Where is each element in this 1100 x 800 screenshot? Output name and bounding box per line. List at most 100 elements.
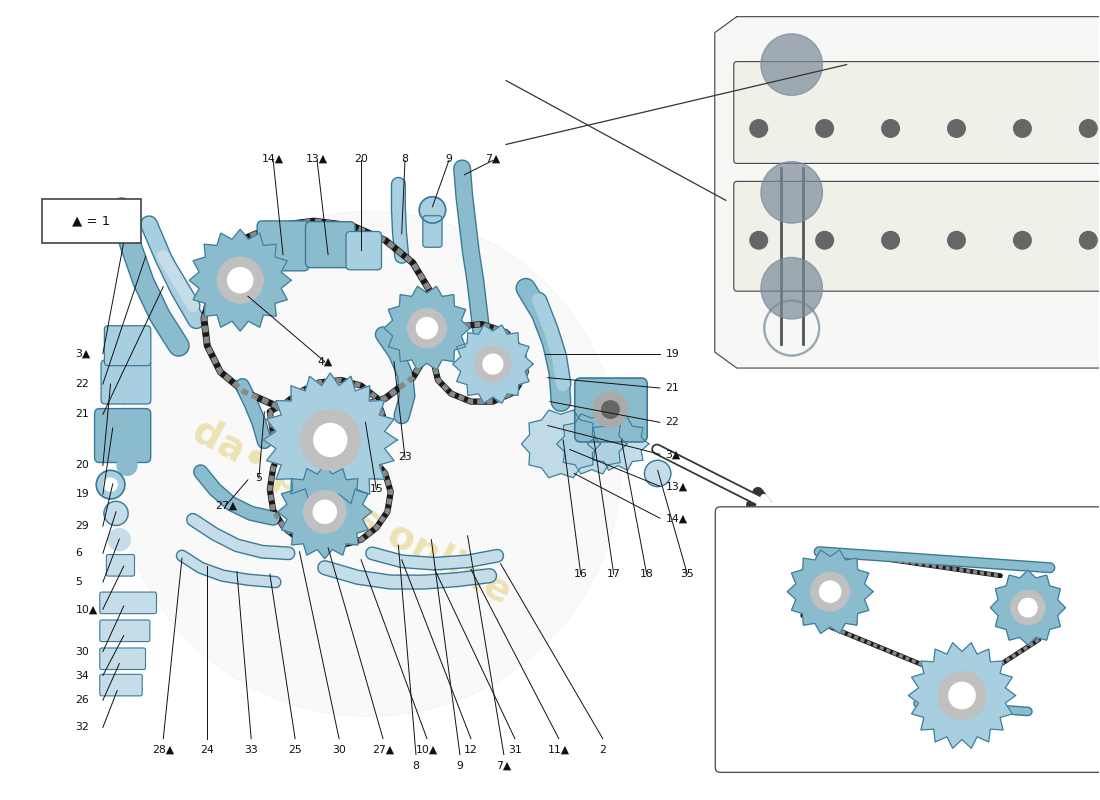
Text: 17: 17 [607,569,620,579]
Circle shape [97,470,124,499]
Text: 19: 19 [666,349,679,358]
Circle shape [949,682,976,709]
Text: 5: 5 [76,577,82,587]
Circle shape [417,318,438,338]
Text: 24: 24 [200,745,214,755]
Polygon shape [189,230,292,331]
Text: 25: 25 [288,745,302,755]
Text: 7▲: 7▲ [496,761,512,771]
Polygon shape [453,325,534,403]
Polygon shape [263,373,397,507]
Circle shape [1013,231,1031,249]
Text: 9: 9 [446,154,452,164]
Text: 4▲: 4▲ [317,357,332,366]
Circle shape [300,410,361,470]
Polygon shape [587,418,649,470]
Text: 34: 34 [76,670,89,681]
Circle shape [314,423,346,457]
Text: 12: 12 [464,745,477,755]
Circle shape [1019,598,1037,617]
Circle shape [104,502,128,526]
Text: 10▲: 10▲ [416,745,438,755]
Text: 9: 9 [456,761,463,771]
Text: 18: 18 [640,569,653,579]
Text: 19: 19 [76,490,89,499]
Circle shape [938,671,986,720]
Text: 31: 31 [508,745,521,755]
Circle shape [593,392,628,427]
Circle shape [419,197,446,223]
Text: 35: 35 [681,569,694,579]
Text: 26: 26 [76,695,89,706]
Text: 5: 5 [255,474,262,483]
Circle shape [816,231,834,249]
Text: 3▲: 3▲ [76,349,90,358]
Text: 28▲: 28▲ [152,745,175,755]
Circle shape [1079,120,1097,138]
Circle shape [882,120,900,138]
Polygon shape [557,414,627,474]
Text: 20: 20 [76,461,89,470]
Circle shape [116,211,622,717]
Circle shape [602,401,619,418]
Circle shape [882,231,900,249]
Polygon shape [990,570,1066,645]
Circle shape [948,120,966,138]
Text: 27▲: 27▲ [214,501,236,510]
Text: 7▲: 7▲ [485,154,501,164]
Text: 29: 29 [76,521,89,531]
Polygon shape [715,17,1100,368]
Text: 32: 32 [76,722,89,733]
Text: 22: 22 [76,379,89,389]
FancyBboxPatch shape [100,674,142,696]
Text: 11▲: 11▲ [548,745,570,755]
Text: 8: 8 [412,761,419,771]
Text: 33: 33 [244,745,258,755]
Text: da• parts online: da• parts online [186,412,518,612]
FancyBboxPatch shape [42,199,141,243]
Circle shape [750,231,768,249]
Circle shape [1013,120,1031,138]
Text: 14▲: 14▲ [262,154,284,164]
Text: 13▲: 13▲ [666,482,688,491]
Circle shape [1011,590,1045,625]
Text: 16: 16 [574,569,587,579]
Circle shape [104,478,117,491]
Text: ▲ = 1: ▲ = 1 [72,214,110,228]
Text: 30: 30 [332,745,346,755]
FancyBboxPatch shape [95,409,151,462]
Circle shape [820,581,840,602]
Circle shape [475,346,512,382]
Circle shape [761,34,823,95]
FancyBboxPatch shape [422,216,442,247]
Text: 22: 22 [666,418,679,427]
FancyBboxPatch shape [107,554,134,576]
Circle shape [750,120,768,138]
Text: 2: 2 [600,745,606,755]
Circle shape [645,460,671,486]
Circle shape [314,500,337,523]
FancyBboxPatch shape [101,360,151,404]
FancyBboxPatch shape [734,182,1100,291]
Circle shape [408,309,447,347]
Polygon shape [384,286,470,370]
Polygon shape [521,410,601,478]
Circle shape [948,231,966,249]
Circle shape [109,529,130,550]
Text: 6: 6 [76,548,82,558]
Circle shape [483,354,503,374]
Text: 30: 30 [76,646,89,657]
Text: 20: 20 [354,154,368,164]
Text: 10▲: 10▲ [76,604,98,614]
Circle shape [761,162,823,223]
Text: 21: 21 [666,383,679,393]
Text: 14▲: 14▲ [666,513,688,523]
Circle shape [217,258,263,303]
Text: 13▲: 13▲ [306,154,328,164]
FancyBboxPatch shape [257,221,309,271]
FancyBboxPatch shape [100,620,150,642]
Polygon shape [909,642,1015,748]
Circle shape [761,258,823,319]
FancyBboxPatch shape [100,648,145,670]
Text: 21: 21 [76,410,89,419]
